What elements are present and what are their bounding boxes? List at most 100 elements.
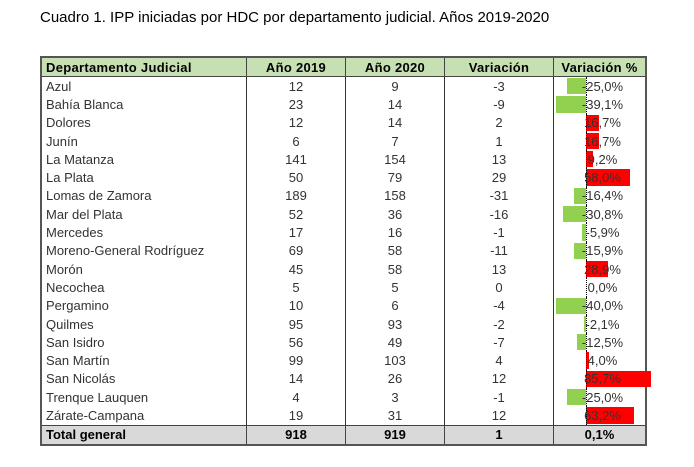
year-2019-cell: 17: [246, 223, 346, 242]
bar-axis: [586, 186, 587, 206]
variation-pct-text: -12,5%: [581, 334, 624, 350]
header-department: Departamento Judicial: [40, 56, 247, 77]
positive-bar: [586, 260, 608, 278]
department-cell: Moreno-General Rodríguez: [40, 241, 247, 260]
department-cell: Mercedes: [40, 223, 247, 242]
year-2019-cell: 10: [246, 296, 346, 315]
variation-pct-text: 9,2%: [587, 151, 618, 167]
positive-bar: [586, 114, 599, 131]
bar-axis: [586, 223, 587, 242]
variation-pct-text: -30,8%: [581, 206, 624, 222]
table-row: Necochea 5 5 0 0,0%: [40, 278, 647, 297]
table-title: Cuadro 1. IPP iniciadas por HDC por depa…: [40, 9, 550, 26]
header-variation: Variación: [444, 56, 554, 77]
department-cell: San Nicolás: [40, 369, 247, 389]
variation-cell: 29: [444, 168, 554, 187]
variation-pct-text: 0,0%: [587, 279, 618, 295]
variation-pct-text: -2,1%: [585, 316, 620, 332]
year-2019-cell: 99: [246, 351, 346, 370]
table-row: La Plata 50 79 29 58,0%: [40, 168, 647, 187]
year-2019-cell: 189: [246, 186, 346, 206]
department-cell: Junín: [40, 131, 247, 151]
year-2019-cell: 12: [246, 113, 346, 132]
year-2019-cell: 12: [246, 76, 346, 96]
table-row: Junín 6 7 1 16,7%: [40, 131, 647, 151]
variation-pct-cell: -30,8%: [553, 205, 647, 224]
positive-bar: [586, 407, 635, 424]
header-variation-pct: Variación %: [553, 56, 647, 77]
department-cell: La Plata: [40, 168, 247, 187]
variation-pct-text: 85,7%: [584, 371, 621, 387]
year-2020-cell: 14: [345, 95, 445, 114]
variation-cell: 12: [444, 406, 554, 426]
variation-pct-text: 28,9%: [584, 261, 621, 277]
bar-axis: [586, 150, 587, 169]
year-2020-cell: 49: [345, 333, 445, 352]
variation-cell: -11: [444, 241, 554, 260]
bar-axis: [586, 351, 587, 370]
year-2019-cell: 5: [246, 278, 346, 297]
variation-cell: -1: [444, 388, 554, 407]
positive-bar: [586, 169, 631, 186]
bar-axis: [586, 406, 587, 425]
negative-bar: [562, 206, 586, 223]
year-2019-cell: 50: [246, 168, 346, 187]
year-2019-cell: 4: [246, 388, 346, 407]
variation-pct-cell: -2,1%: [553, 314, 647, 334]
variation-cell: 12: [444, 369, 554, 389]
table-row: Dolores 12 14 2 16,7%: [40, 113, 647, 132]
variation-pct-text: 58,0%: [584, 170, 621, 186]
total-cell: 918: [246, 424, 346, 446]
department-cell: Lomas de Zamora: [40, 186, 247, 206]
variation-cell: 1: [444, 131, 554, 151]
variation-pct-text: 4,0%: [587, 353, 618, 369]
year-2019-cell: 14: [246, 369, 346, 389]
variation-cell: -7: [444, 333, 554, 352]
variation-pct-cell: 16,7%: [553, 131, 647, 151]
year-2020-cell: 93: [345, 314, 445, 334]
department-cell: San Martín: [40, 351, 247, 370]
variation-cell: 4: [444, 351, 554, 370]
table-row: La Matanza 141 154 13 9,2%: [40, 150, 647, 169]
year-2020-cell: 58: [345, 259, 445, 279]
variation-cell: 0: [444, 278, 554, 297]
variation-cell: -16: [444, 205, 554, 224]
bar-axis: [586, 296, 587, 315]
negative-bar: [567, 389, 586, 406]
table-row: Trenque Lauquen 4 3 -1 -25,0%: [40, 388, 647, 407]
variation-pct-text: 16,7%: [584, 133, 621, 149]
positive-bar: [586, 370, 652, 388]
positive-bar: [586, 352, 590, 369]
year-2020-cell: 7: [345, 131, 445, 151]
table-row: San Nicolás 14 26 12 85,7%: [40, 369, 652, 389]
variation-pct-text: 16,7%: [584, 115, 621, 131]
bar-axis: [586, 205, 587, 224]
year-2020-cell: 14: [345, 113, 445, 132]
variation-pct-cell: 63,2%: [553, 406, 647, 426]
department-cell: Azul: [40, 76, 247, 96]
year-2019-cell: 69: [246, 241, 346, 260]
year-2020-cell: 79: [345, 168, 445, 187]
variation-pct-cell: -39,1%: [553, 95, 647, 114]
header-2019: Año 2019: [246, 56, 346, 77]
bar-axis: [586, 77, 587, 96]
table-row: Lomas de Zamora 189 158 -31 -16,4%: [40, 186, 647, 206]
department-cell: Morón: [40, 259, 247, 279]
negative-bar: [555, 297, 586, 314]
variation-cell: 2: [444, 113, 554, 132]
bar-axis: [586, 388, 587, 407]
variation-pct-cell: -12,5%: [553, 333, 647, 352]
year-2020-cell: 3: [345, 388, 445, 407]
variation-pct-text: -40,0%: [581, 298, 624, 314]
negative-bar: [573, 242, 586, 259]
department-cell: Mar del Plata: [40, 205, 247, 224]
table-row: Mercedes 17 16 -1 -5,9%: [40, 223, 647, 242]
variation-cell: 13: [444, 150, 554, 169]
department-cell: Zárate-Campana: [40, 406, 247, 426]
department-cell: La Matanza: [40, 150, 247, 169]
variation-pct-cell: 58,0%: [553, 168, 647, 187]
year-2019-cell: 45: [246, 259, 346, 279]
variation-pct-cell: 0,0%: [553, 278, 647, 297]
bar-axis: [586, 278, 587, 297]
department-cell: Pergamino: [40, 296, 247, 315]
